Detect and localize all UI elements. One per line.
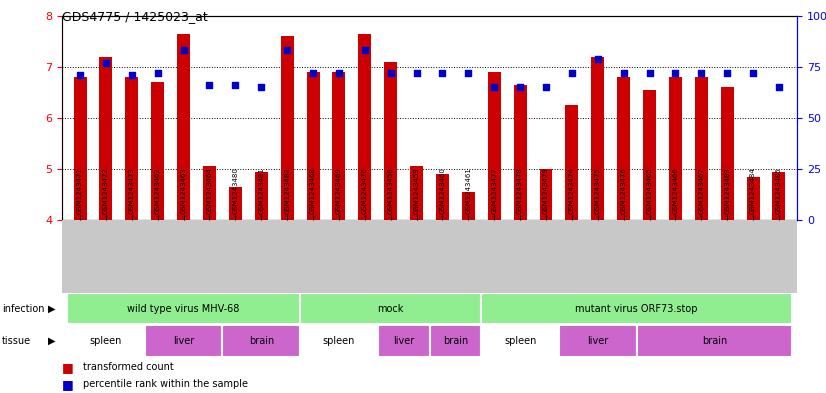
Point xyxy=(591,55,605,62)
Bar xyxy=(332,72,345,220)
Bar xyxy=(410,167,423,220)
Text: liver: liver xyxy=(587,336,609,346)
Text: spleen: spleen xyxy=(504,336,536,346)
Text: brain: brain xyxy=(443,336,468,346)
Text: brain: brain xyxy=(249,336,274,346)
Bar xyxy=(177,33,190,220)
Text: ▶: ▶ xyxy=(48,303,55,314)
Bar xyxy=(643,90,656,220)
Point xyxy=(695,70,708,76)
Text: percentile rank within the sample: percentile rank within the sample xyxy=(83,379,248,389)
Text: GDS4775 / 1425023_at: GDS4775 / 1425023_at xyxy=(62,10,207,23)
Bar xyxy=(306,72,320,220)
Point xyxy=(462,70,475,76)
Bar xyxy=(482,325,559,357)
Point xyxy=(203,82,216,88)
Bar xyxy=(67,325,145,357)
Bar xyxy=(145,325,222,357)
Bar xyxy=(151,82,164,220)
Bar xyxy=(229,187,242,220)
Point xyxy=(254,84,268,90)
Text: mutant virus ORF73.stop: mutant virus ORF73.stop xyxy=(576,303,698,314)
Bar xyxy=(559,325,637,357)
Text: spleen: spleen xyxy=(90,336,122,346)
Text: transformed count: transformed count xyxy=(83,362,173,373)
Bar xyxy=(488,72,501,220)
Point xyxy=(487,84,501,90)
Point xyxy=(384,70,397,76)
Bar xyxy=(617,77,630,220)
Point xyxy=(565,70,578,76)
Bar xyxy=(772,171,786,220)
Bar xyxy=(482,294,792,323)
Text: wild type virus MHV-68: wild type virus MHV-68 xyxy=(127,303,240,314)
Text: infection: infection xyxy=(2,303,44,314)
Bar xyxy=(430,325,482,357)
Text: mock: mock xyxy=(377,303,404,314)
Bar xyxy=(300,325,377,357)
Bar xyxy=(539,169,553,220)
Bar xyxy=(254,171,268,220)
Bar xyxy=(99,57,112,220)
Text: spleen: spleen xyxy=(323,336,355,346)
Bar xyxy=(566,105,578,220)
Point xyxy=(514,84,527,90)
Point xyxy=(151,70,164,76)
Bar xyxy=(67,294,300,323)
Text: tissue: tissue xyxy=(2,336,31,346)
Point xyxy=(99,60,112,66)
Bar xyxy=(591,57,605,220)
Text: ■: ■ xyxy=(62,361,74,374)
Bar xyxy=(436,174,449,220)
Point xyxy=(669,70,682,76)
Point xyxy=(617,70,630,76)
Bar xyxy=(721,87,733,220)
Point xyxy=(436,70,449,76)
Point xyxy=(177,47,190,53)
Bar xyxy=(358,33,371,220)
Bar xyxy=(384,62,397,220)
Text: liver: liver xyxy=(173,336,194,346)
Text: ■: ■ xyxy=(62,378,74,391)
Text: brain: brain xyxy=(701,336,727,346)
Point xyxy=(720,70,733,76)
Bar xyxy=(203,167,216,220)
Bar xyxy=(281,36,293,220)
Point xyxy=(332,70,345,76)
Bar xyxy=(126,77,138,220)
Point xyxy=(229,82,242,88)
Text: ▶: ▶ xyxy=(48,336,55,346)
Bar xyxy=(74,77,87,220)
Point xyxy=(539,84,553,90)
Bar xyxy=(695,77,708,220)
Bar xyxy=(462,192,475,220)
Point xyxy=(126,72,139,78)
Point xyxy=(410,70,423,76)
Point xyxy=(306,70,320,76)
Bar xyxy=(669,77,682,220)
Text: liver: liver xyxy=(393,336,415,346)
Point xyxy=(358,47,372,53)
Bar xyxy=(637,325,792,357)
Point xyxy=(281,47,294,53)
Bar xyxy=(222,325,300,357)
Point xyxy=(772,84,786,90)
Bar xyxy=(514,85,527,220)
Point xyxy=(747,70,760,76)
Bar xyxy=(300,294,482,323)
Point xyxy=(74,72,87,78)
Point xyxy=(643,70,656,76)
Bar xyxy=(377,325,430,357)
Bar xyxy=(747,177,760,220)
